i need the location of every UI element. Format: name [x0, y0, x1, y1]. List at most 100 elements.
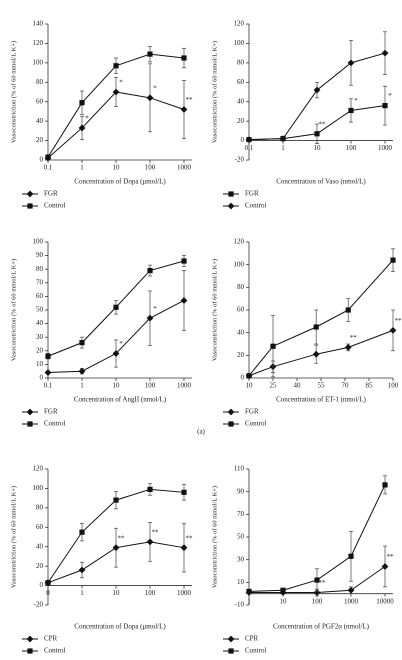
y-tick-label: 100 — [234, 260, 245, 268]
y-axis-label: Vasoconstriction (% of 60 mmol/L K+) — [211, 486, 218, 588]
data-point — [348, 553, 354, 559]
y-tick-label: 80 — [36, 78, 44, 86]
series-line — [248, 259, 394, 377]
y-tick-label: 40 — [237, 97, 245, 105]
legend-label: Control — [44, 202, 65, 210]
significance-mark: ** — [118, 534, 126, 542]
y-tick-label: 70 — [36, 278, 44, 286]
y-tick-label: 30 — [237, 555, 245, 563]
legend-marker — [26, 408, 34, 416]
data-point — [313, 324, 319, 330]
data-point — [280, 587, 286, 593]
x-tick-label: 1000 — [177, 589, 192, 597]
x-tick-label: 10 — [113, 382, 121, 390]
data-point — [245, 136, 253, 143]
y-tick-label: 120 — [234, 238, 245, 246]
legend-marker — [27, 203, 33, 209]
legend-marker — [27, 421, 33, 427]
data-point — [313, 589, 321, 596]
x-tick-label: 100 — [312, 597, 323, 605]
significance-mark: * — [119, 79, 123, 87]
y-tick-label: 20 — [36, 136, 44, 144]
data-point — [146, 314, 154, 322]
y-tick-label: 10 — [237, 578, 245, 586]
y-tick-label: 60 — [237, 306, 245, 314]
x-tick-label: 40 — [294, 382, 302, 390]
y-tick-label: 40 — [36, 117, 44, 125]
data-point — [382, 103, 388, 109]
y-tick-label: 50 — [237, 533, 245, 541]
legend-label: CPR — [44, 635, 58, 643]
x-tick-label: 10 — [246, 382, 254, 390]
x-tick-label: 1000 — [378, 144, 393, 152]
data-point — [347, 59, 355, 67]
legend-label: Control — [245, 420, 266, 428]
data-point — [381, 563, 389, 570]
legend-label: Control — [245, 202, 266, 210]
data-point — [146, 94, 154, 102]
data-point — [113, 304, 119, 310]
y-tick-label: 120 — [33, 39, 44, 47]
x-tick-label: 10 — [113, 164, 121, 172]
data-point — [113, 497, 119, 503]
data-point — [147, 267, 153, 274]
data-point — [345, 307, 351, 313]
data-point — [180, 544, 188, 552]
y-tick-label: 0 — [40, 581, 44, 589]
y-tick-label: 100 — [234, 39, 245, 47]
data-point — [348, 107, 354, 114]
x-tick-label: 100 — [145, 589, 156, 597]
data-point — [146, 538, 154, 546]
data-point — [147, 51, 153, 57]
x-tick-label: 1000 — [177, 382, 192, 390]
x-axis-label: Concentration of Dopa (μmol/L) — [74, 178, 166, 186]
x-tick-label: 100 — [346, 144, 357, 152]
data-point — [113, 63, 119, 69]
data-point — [314, 131, 320, 137]
legend-label: Control — [245, 647, 266, 655]
x-tick-label: 0.1 — [44, 164, 53, 172]
legend-marker — [228, 648, 234, 654]
x-tick-label: 1000 — [177, 164, 192, 172]
significance-mark: ** — [319, 579, 327, 587]
data-point — [246, 588, 252, 594]
data-point — [79, 340, 85, 346]
significance-mark: * — [388, 92, 392, 100]
series-line — [248, 329, 394, 377]
y-tick-label: 0 — [241, 374, 245, 382]
x-tick-label: 1 — [281, 144, 285, 152]
y-tick-label: 0 — [40, 374, 44, 382]
x-tick-label: 0.1 — [44, 382, 53, 390]
significance-mark: ** — [186, 534, 194, 542]
legend-marker — [26, 635, 34, 643]
legend-marker — [26, 190, 34, 198]
x-tick-label: 100 — [388, 382, 399, 390]
data-point — [314, 577, 320, 583]
y-tick-label: 100 — [33, 484, 44, 492]
x-tick-label: 25 — [270, 382, 278, 390]
y-tick-label: 40 — [237, 328, 245, 336]
y-tick-label: -20 — [235, 156, 245, 164]
data-point — [381, 49, 389, 57]
data-point — [112, 544, 120, 552]
x-tick-label: 1 — [80, 382, 84, 390]
significance-mark: ** — [395, 317, 402, 325]
y-tick-label: 20 — [237, 117, 245, 125]
data-point — [390, 257, 396, 263]
x-tick-label: 1000 — [344, 597, 359, 605]
data-point — [389, 327, 397, 334]
y-tick-label: 120 — [234, 20, 245, 28]
significance-mark: ** — [152, 528, 160, 536]
y-tick-label: 140 — [33, 20, 44, 28]
x-tick-label: 85 — [366, 382, 374, 390]
y-axis-label: Vasoconstriction (% of 60 mmol/L K+) — [211, 41, 218, 143]
data-point — [382, 482, 388, 488]
significance-mark: * — [119, 340, 123, 348]
y-tick-label: 100 — [33, 58, 44, 66]
y-tick-label: 100 — [33, 238, 44, 246]
x-tick-label: 100 — [145, 164, 156, 172]
data-point — [246, 373, 252, 379]
data-point — [78, 566, 86, 574]
